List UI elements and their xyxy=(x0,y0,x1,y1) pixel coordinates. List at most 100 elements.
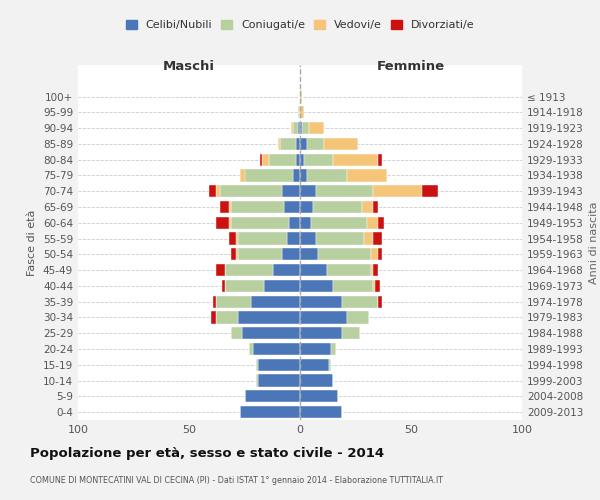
Bar xyxy=(296,154,300,166)
Bar xyxy=(300,248,318,260)
Bar xyxy=(215,296,251,308)
Bar xyxy=(318,248,371,260)
Bar xyxy=(229,232,236,244)
Bar xyxy=(334,154,378,166)
Bar xyxy=(326,264,371,276)
Bar xyxy=(300,90,302,102)
Bar xyxy=(302,122,309,134)
Bar xyxy=(215,312,238,324)
Bar xyxy=(367,216,378,229)
Bar xyxy=(236,248,238,260)
Bar xyxy=(269,154,296,166)
Bar xyxy=(334,280,373,292)
Bar xyxy=(364,232,373,244)
Bar xyxy=(229,216,231,229)
Bar xyxy=(238,232,287,244)
Bar xyxy=(378,216,385,229)
Bar xyxy=(224,280,265,292)
Bar xyxy=(300,170,307,181)
Bar xyxy=(231,327,242,340)
Bar xyxy=(240,170,245,181)
Bar xyxy=(222,280,224,292)
Bar xyxy=(325,138,358,150)
Bar xyxy=(300,312,347,324)
Bar xyxy=(245,170,293,181)
Bar xyxy=(274,264,300,276)
Bar xyxy=(373,201,378,213)
Bar xyxy=(371,264,373,276)
Bar xyxy=(300,406,342,418)
Bar xyxy=(236,232,238,244)
Bar xyxy=(215,264,224,276)
Bar xyxy=(311,216,367,229)
Bar xyxy=(209,185,215,198)
Bar xyxy=(242,327,300,340)
Bar xyxy=(300,358,329,371)
Bar xyxy=(300,138,307,150)
Bar xyxy=(231,216,289,229)
Bar xyxy=(304,154,334,166)
Bar xyxy=(215,185,220,198)
Text: Maschi: Maschi xyxy=(163,60,215,73)
Bar xyxy=(280,138,296,150)
Bar xyxy=(298,106,300,118)
Bar xyxy=(422,185,437,198)
Text: Popolazione per età, sesso e stato civile - 2014: Popolazione per età, sesso e stato civil… xyxy=(30,448,384,460)
Bar xyxy=(300,185,316,198)
Bar xyxy=(262,154,269,166)
Bar xyxy=(229,201,231,213)
Bar xyxy=(240,406,300,418)
Bar xyxy=(214,296,215,308)
Text: Femmine: Femmine xyxy=(377,60,445,73)
Bar xyxy=(371,248,378,260)
Bar xyxy=(220,185,282,198)
Bar xyxy=(329,358,331,371)
Bar xyxy=(296,138,300,150)
Bar xyxy=(293,122,298,134)
Bar xyxy=(300,374,334,386)
Bar xyxy=(258,358,300,371)
Bar xyxy=(309,122,325,134)
Bar xyxy=(278,138,280,150)
Bar xyxy=(300,390,338,402)
Bar xyxy=(347,170,386,181)
Bar xyxy=(300,216,311,229)
Bar xyxy=(342,327,360,340)
Bar xyxy=(300,343,331,355)
Bar xyxy=(215,216,229,229)
Bar xyxy=(256,374,258,386)
Bar xyxy=(245,390,300,402)
Bar xyxy=(287,232,300,244)
Bar xyxy=(313,201,362,213)
Bar xyxy=(316,185,373,198)
Bar xyxy=(211,312,215,324)
Bar xyxy=(362,201,373,213)
Legend: Celibi/Nubili, Coniugati/e, Vedovi/e, Divorziati/e: Celibi/Nubili, Coniugati/e, Vedovi/e, Di… xyxy=(121,16,479,35)
Bar xyxy=(300,122,302,134)
Bar xyxy=(251,296,300,308)
Bar xyxy=(376,280,380,292)
Bar xyxy=(347,312,369,324)
Bar xyxy=(300,280,334,292)
Bar xyxy=(258,374,300,386)
Bar xyxy=(249,343,253,355)
Bar xyxy=(265,280,300,292)
Bar xyxy=(260,154,262,166)
Bar xyxy=(373,232,382,244)
Bar xyxy=(220,201,229,213)
Bar xyxy=(224,264,274,276)
Bar xyxy=(231,201,284,213)
Bar xyxy=(300,264,326,276)
Text: COMUNE DI MONTECATINI VAL DI CECINA (PI) - Dati ISTAT 1° gennaio 2014 - Elaboraz: COMUNE DI MONTECATINI VAL DI CECINA (PI)… xyxy=(30,476,443,485)
Bar xyxy=(300,154,304,166)
Y-axis label: Fasce di età: Fasce di età xyxy=(28,210,37,276)
Bar xyxy=(378,248,382,260)
Bar xyxy=(300,106,304,118)
Bar xyxy=(231,248,236,260)
Bar xyxy=(300,327,342,340)
Bar xyxy=(378,154,382,166)
Y-axis label: Anni di nascita: Anni di nascita xyxy=(589,201,599,284)
Bar xyxy=(331,343,335,355)
Bar xyxy=(373,185,422,198)
Bar xyxy=(253,343,300,355)
